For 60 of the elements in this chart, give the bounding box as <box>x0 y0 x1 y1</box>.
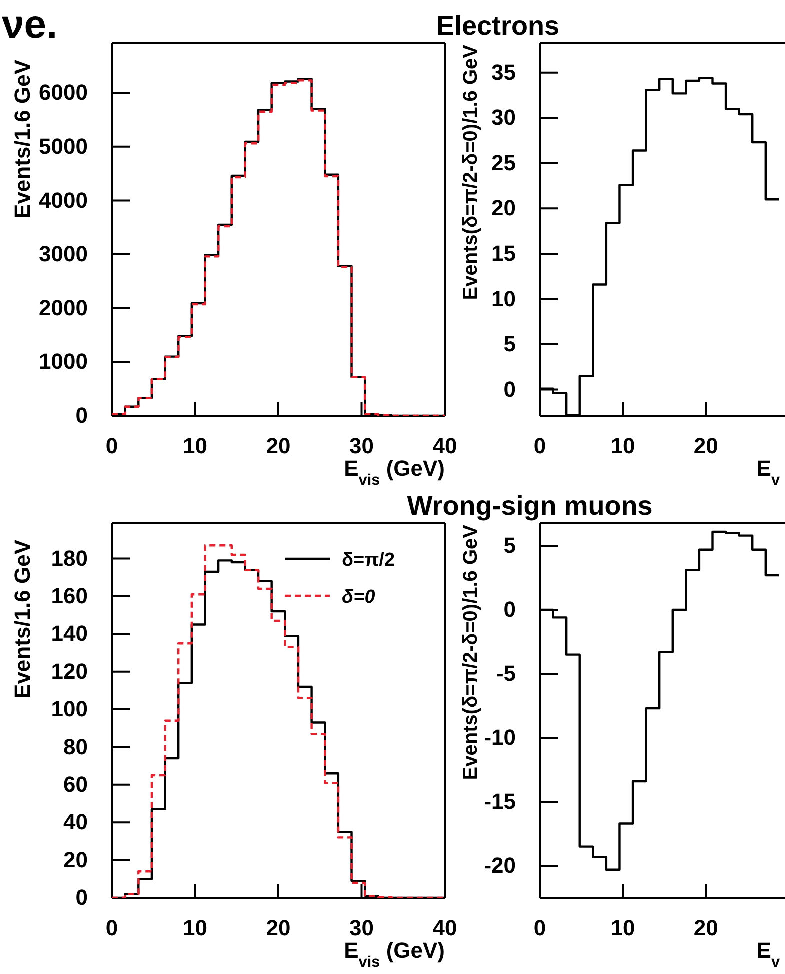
x-tick-label: 20 <box>266 916 291 941</box>
y-axis-title: Events(δ=π/2-δ=0)/1.6 GeV <box>460 524 482 780</box>
y-tick-label: 180 <box>51 546 88 571</box>
y-tick-label: 10 <box>492 286 516 312</box>
x-tick-label: 0 <box>106 916 118 941</box>
x-tick-label: 10 <box>183 916 208 941</box>
x-tick-label: 30 <box>350 434 374 459</box>
y-axis-title: Events(δ=π/2-δ=0)/1.6 GeV <box>460 44 482 300</box>
y-tick-label: 4000 <box>39 188 88 213</box>
x-tick-label: 10 <box>183 434 208 459</box>
legend-label: δ=π/2 <box>342 550 396 571</box>
x-axis-title: E$_{v}$ <box>756 938 780 970</box>
y-tick-label: 5 <box>504 533 516 558</box>
y-tick-label: 20 <box>492 196 516 221</box>
y-tick-label: 5 <box>504 332 516 357</box>
x-tick-label: 20 <box>694 916 718 941</box>
x-tick-label: 20 <box>694 434 718 459</box>
y-tick-label: -5 <box>496 661 516 686</box>
y-tick-label: 140 <box>51 621 88 646</box>
y-tick-label: 0 <box>76 403 88 428</box>
x-tick-label: 0 <box>534 434 546 459</box>
y-axis-title: Events/1.6 GeV <box>10 540 35 699</box>
y-tick-label: 160 <box>51 584 88 609</box>
text: νe. <box>2 3 58 47</box>
y-tick-label: -10 <box>484 725 516 750</box>
y-tick-label: 20 <box>64 847 88 872</box>
x-tick-label: 0 <box>534 916 546 941</box>
y-tick-label: 15 <box>492 240 516 266</box>
y-tick-label: 30 <box>492 105 516 130</box>
y-tick-label: 5000 <box>39 134 88 159</box>
x-axis-title: E$_{vis}$ (GeV) <box>344 456 445 488</box>
x-tick-label: 20 <box>266 434 291 459</box>
chart-title: Wrong-sign muons <box>407 491 653 521</box>
y-tick-label: -20 <box>484 853 516 878</box>
y-tick-label: 25 <box>492 150 516 176</box>
chart-title: Electrons <box>436 11 560 41</box>
y-tick-label: 120 <box>51 658 88 684</box>
x-tick-label: 10 <box>610 434 636 459</box>
y-tick-label: 0 <box>504 376 516 402</box>
y-tick-label: 0 <box>76 885 88 910</box>
x-tick-label: 30 <box>350 916 374 941</box>
y-tick-label: 100 <box>51 696 88 722</box>
x-axis-title: E$_{vis}$ (GeV) <box>344 938 445 970</box>
y-tick-label: 35 <box>492 60 516 85</box>
y-tick-label: 60 <box>64 772 88 797</box>
y-tick-label: 80 <box>64 734 88 760</box>
y-tick-label: 1000 <box>39 349 88 374</box>
y-tick-label: 0 <box>504 597 516 622</box>
y-axis-title: Events/1.6 GeV <box>10 60 35 219</box>
x-tick-label: 0 <box>106 434 118 459</box>
x-tick-label: 40 <box>432 916 458 941</box>
y-tick-label: 6000 <box>39 80 88 106</box>
y-tick-label: 40 <box>64 810 88 835</box>
x-tick-label: 40 <box>432 434 458 459</box>
x-tick-label: 10 <box>610 916 636 941</box>
y-tick-label: -15 <box>484 789 516 814</box>
x-axis-title: E$_{v}$ <box>756 456 780 488</box>
y-tick-label: 3000 <box>39 242 88 267</box>
legend-label: δ=0 <box>342 587 376 608</box>
y-tick-label: 2000 <box>39 295 88 320</box>
